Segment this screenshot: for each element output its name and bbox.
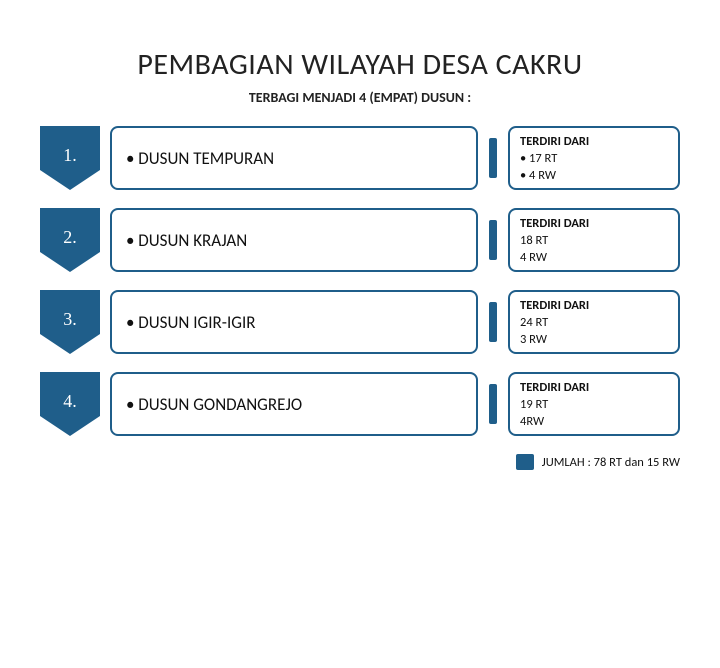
row-number-block: 2. (40, 208, 100, 272)
row-number: 3. (63, 309, 77, 330)
dusun-detail-box: TERDIRI DARI 18 RT 4 RW (508, 208, 680, 272)
dusun-detail-box: TERDIRI DARI 24 RT 3 RW (508, 290, 680, 354)
connector-bar (489, 384, 497, 424)
detail-header: TERDIRI DARI (520, 216, 668, 233)
detail-line: 4 RW (520, 250, 668, 267)
row-number-block: 1. (40, 126, 100, 190)
detail-line: • 4 RW (520, 168, 668, 185)
row-number: 2. (63, 227, 77, 248)
connector (478, 290, 508, 354)
corner-decor-top-left (0, 0, 132, 132)
dusun-list: 1. • DUSUN TEMPURAN TERDIRI DARI • 17 RT… (40, 126, 680, 436)
dusun-row: 3. • DUSUN IGIR-IGIR TERDIRI DARI 24 RT … (40, 290, 680, 354)
row-number: 1. (63, 145, 77, 166)
total-row: JUMLAH : 78 RT dan 15 RW (40, 454, 680, 470)
dusun-row: 2. • DUSUN KRAJAN TERDIRI DARI 18 RT 4 R… (40, 208, 680, 272)
detail-line: 18 RT (520, 233, 668, 250)
corner-decor-bottom-right (588, 408, 720, 548)
detail-line: 3 RW (520, 332, 668, 349)
detail-header: TERDIRI DARI (520, 134, 668, 151)
detail-header: TERDIRI DARI (520, 380, 668, 397)
detail-line: • 17 RT (520, 151, 668, 168)
dusun-name-box: • DUSUN GONDANGREJO (110, 372, 478, 436)
connector-bar (489, 302, 497, 342)
dusun-name-box: • DUSUN KRAJAN (110, 208, 478, 272)
dusun-detail-box: TERDIRI DARI • 17 RT • 4 RW (508, 126, 680, 190)
row-number-block: 4. (40, 372, 100, 436)
connector-bar (489, 138, 497, 178)
row-number-block: 3. (40, 290, 100, 354)
connector (478, 208, 508, 272)
row-number: 4. (63, 391, 77, 412)
dusun-row: 4. • DUSUN GONDANGREJO TERDIRI DARI 19 R… (40, 372, 680, 436)
detail-header: TERDIRI DARI (520, 298, 668, 315)
dusun-name-box: • DUSUN IGIR-IGIR (110, 290, 478, 354)
dusun-row: 1. • DUSUN TEMPURAN TERDIRI DARI • 17 RT… (40, 126, 680, 190)
dusun-name-box: • DUSUN TEMPURAN (110, 126, 478, 190)
total-bar-icon (516, 454, 534, 470)
connector (478, 126, 508, 190)
connector (478, 372, 508, 436)
detail-line: 24 RT (520, 315, 668, 332)
connector-bar (489, 220, 497, 260)
